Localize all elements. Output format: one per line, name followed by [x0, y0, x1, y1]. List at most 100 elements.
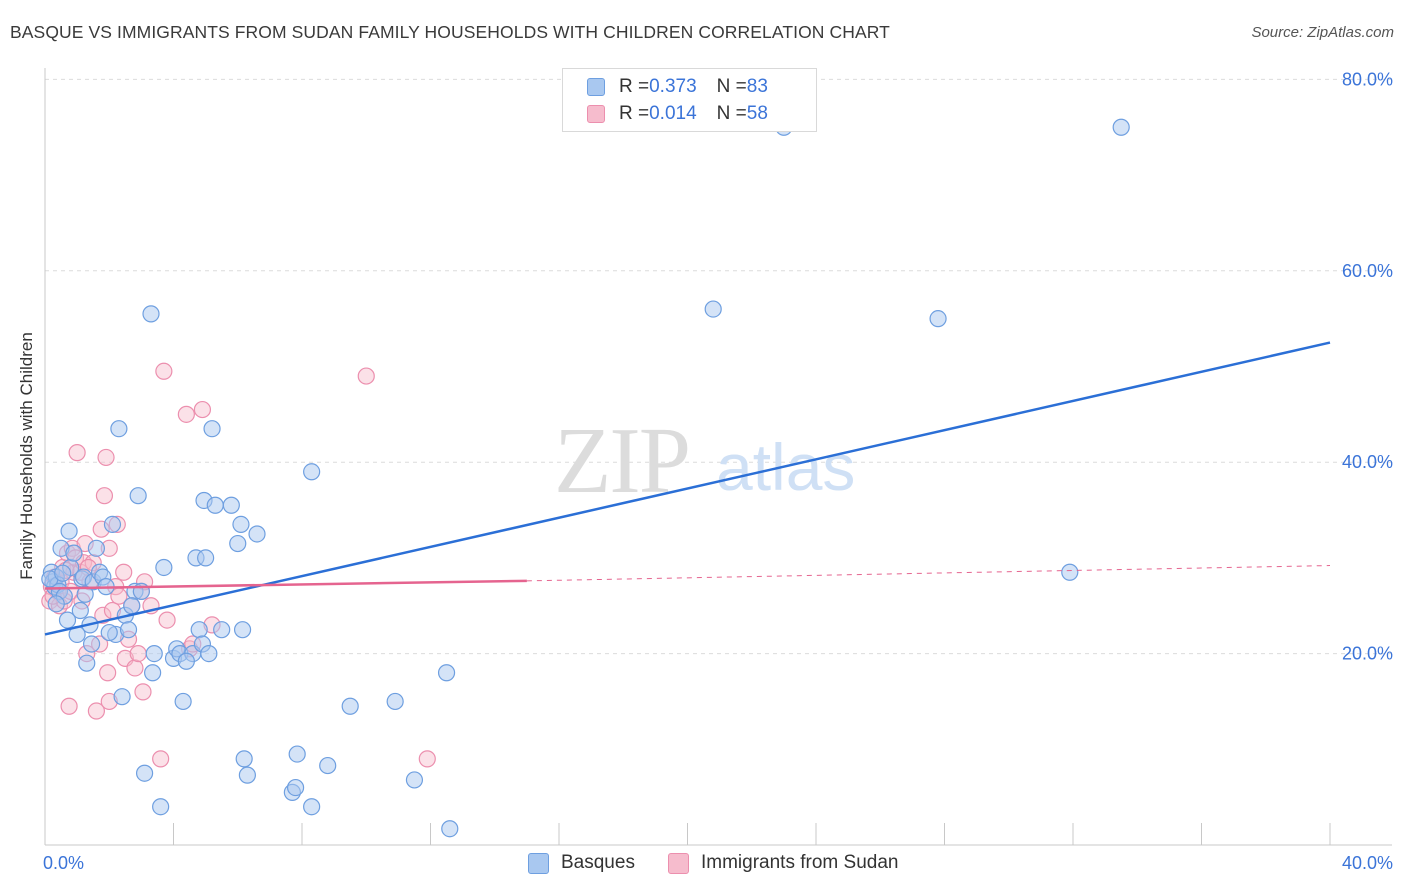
basques-point: [71, 601, 89, 620]
tick-labels: 20.0% 40.0% 60.0% 80.0% 0.0% 40.0%: [43, 69, 1393, 873]
legend-basques-label: Basques: [561, 852, 635, 873]
sudan-trend-line: [44, 579, 527, 590]
basques-point: [145, 644, 163, 663]
basques-point: [142, 305, 160, 323]
basques-point: [155, 558, 173, 577]
basques-point: [87, 539, 106, 557]
basques-r-label: R =: [619, 76, 650, 97]
sudan-r-value: 0.014: [649, 103, 697, 124]
basques-point: [386, 692, 404, 711]
basques-point: [177, 652, 195, 670]
sudan-point: [418, 750, 436, 768]
basques-r-value: 0.373: [649, 76, 697, 97]
basques-point: [222, 496, 240, 514]
basques-point: [113, 688, 131, 706]
basques-point: [229, 534, 247, 553]
sudan-point: [87, 702, 106, 720]
basques-point: [441, 820, 459, 838]
basques-point: [929, 310, 947, 328]
source-label: Source: ZipAtlas.com: [1251, 24, 1394, 41]
basques-point: [200, 644, 218, 663]
basques-point: [288, 745, 306, 763]
sudan-point: [115, 563, 133, 581]
basques-point: [319, 756, 337, 775]
basques-point: [341, 697, 359, 715]
sudan-point: [60, 697, 78, 715]
x-tick-label: 0.0%: [43, 853, 84, 873]
basques-point: [1061, 563, 1079, 581]
basques-point: [206, 496, 224, 514]
basques-point: [232, 515, 250, 534]
legend-basques-swatch: [528, 852, 549, 874]
basques-trend-line: [44, 341, 1331, 636]
sudan-r-label: R =: [619, 103, 650, 124]
watermark-zip: ZIP: [554, 409, 689, 513]
basques-point: [152, 798, 170, 816]
sudan-point: [95, 487, 114, 505]
basques-point: [119, 621, 138, 639]
basques-point: [213, 621, 231, 639]
y-tick-label: 40.0%: [1342, 452, 1393, 472]
basques-point: [82, 635, 101, 653]
sudan-n-value: 58: [746, 103, 768, 124]
basques-n-value: 83: [746, 76, 768, 97]
basques-point: [60, 522, 78, 540]
basques-point: [1112, 118, 1130, 136]
gridlines: [45, 78, 1392, 655]
basques-point: [197, 549, 215, 567]
basques-point: [203, 420, 221, 438]
basques-swatch: [587, 78, 605, 96]
y-tick-label: 80.0%: [1342, 69, 1393, 89]
basques-point: [235, 750, 253, 768]
sudan-point: [126, 659, 144, 677]
sudan-point: [155, 362, 173, 380]
x-tick-label: 40.0%: [1342, 853, 1393, 873]
sudan-trend-line-extension: [526, 565, 1331, 582]
basques-point: [233, 621, 252, 639]
legend-sudan-label: Immigrants from Sudan: [701, 852, 899, 873]
y-tick-label: 20.0%: [1342, 644, 1393, 664]
sudan-point: [129, 644, 147, 663]
basques-point: [303, 463, 321, 481]
basques-point: [78, 654, 96, 672]
basques-point: [135, 764, 154, 782]
basques-point: [54, 564, 72, 582]
basques-point: [76, 585, 94, 603]
sudan-point: [158, 611, 176, 629]
basques-point: [144, 664, 162, 682]
chart-title: BASQUE VS IMMIGRANTS FROM SUDAN FAMILY H…: [10, 22, 890, 42]
sudan-point: [68, 444, 86, 462]
basques-point: [303, 798, 321, 816]
trend-lines: [44, 341, 1331, 636]
basques-point: [190, 621, 208, 639]
stats-legend: R = 0.373 N = 83 R = 0.014 N = 58: [562, 68, 817, 132]
sudan-point: [193, 400, 212, 419]
basques-point: [65, 544, 83, 562]
sudan-swatch: [587, 105, 605, 123]
basques-point: [47, 595, 65, 613]
sudan-n-label: N =: [716, 103, 747, 124]
sudan-point: [97, 448, 115, 467]
axes: [44, 68, 1392, 846]
basques-n-label: N =: [716, 76, 747, 97]
sudan-point: [177, 405, 195, 423]
sudan-point: [152, 750, 170, 768]
basques-point: [129, 487, 147, 505]
series-legend: Basques Immigrants from Sudan: [0, 852, 1406, 878]
basques-point: [103, 515, 122, 534]
y-tick-label: 60.0%: [1342, 261, 1393, 281]
legend-sudan-swatch: [668, 852, 689, 874]
basques-point: [123, 597, 141, 615]
legend-row-sudan: R = 0.014 N = 58: [587, 101, 768, 127]
basques-point: [100, 623, 118, 642]
basques-point: [286, 778, 305, 797]
basques-point: [110, 420, 128, 438]
basques-point: [248, 525, 266, 543]
legend-item-basques: Basques: [528, 852, 635, 874]
legend-row-basques: R = 0.373 N = 83: [587, 74, 768, 100]
sudan-point: [99, 664, 117, 682]
legend-item-sudan: Immigrants from Sudan: [668, 852, 898, 874]
basques-point: [405, 771, 424, 789]
basques-point: [238, 766, 256, 784]
